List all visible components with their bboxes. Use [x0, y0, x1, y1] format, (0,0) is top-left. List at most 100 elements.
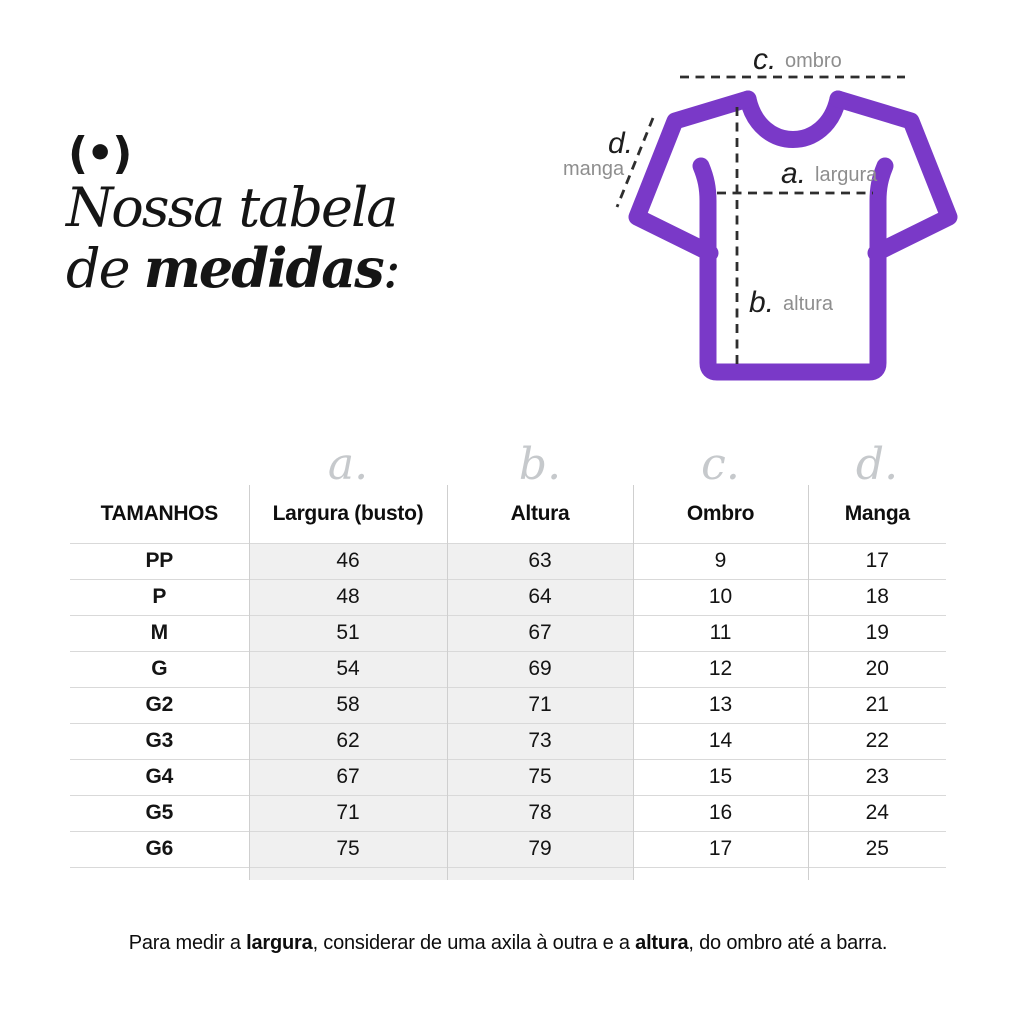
letter-header-b: b. — [518, 439, 562, 490]
footer-strip-cell — [446, 866, 633, 880]
value-cell: 13 — [632, 686, 808, 723]
letter-header-empty — [70, 443, 249, 485]
measure-word-altura: altura — [783, 293, 834, 315]
table-row-g5: G5 71 78 16 24 — [70, 794, 946, 831]
size-cell: G2 — [70, 686, 249, 723]
value-cell: 24 — [807, 794, 946, 831]
value-cell: 21 — [807, 686, 946, 723]
footnote-part3: , do ombro até a barra. — [688, 932, 888, 954]
measure-word-ombro: ombro — [785, 50, 842, 72]
value-cell: 16 — [632, 794, 808, 831]
value-cell: 78 — [446, 794, 633, 831]
table-row-g4: G4 67 75 15 23 — [70, 758, 946, 795]
tshirt-neckline — [739, 90, 847, 148]
tshirt-measurement-diagram: c. ombro d. manga a. largura b. altura — [563, 43, 958, 381]
value-cell: 23 — [807, 758, 946, 795]
value-cell: 69 — [446, 650, 633, 687]
measurement-footnote: Para medir a largura, considerar de uma … — [0, 932, 1016, 955]
brand-logo: (•) — [68, 128, 132, 179]
column-header-largura: Largura (busto) — [248, 485, 447, 543]
value-cell: 54 — [248, 650, 447, 687]
value-cell: 67 — [248, 758, 447, 795]
measure-line-manga — [615, 117, 655, 208]
title-line2-colon: : — [382, 237, 401, 300]
size-cell: G5 — [70, 794, 249, 831]
value-cell: 67 — [446, 614, 633, 651]
value-cell: 62 — [248, 722, 447, 759]
value-cell: 10 — [632, 578, 808, 615]
size-cell: M — [70, 614, 249, 651]
measure-letter-d: d. — [608, 127, 633, 160]
column-header-altura: Altura — [446, 485, 633, 543]
value-cell: 64 — [446, 578, 633, 615]
table-row-g6: G6 75 79 17 25 — [70, 830, 946, 867]
value-cell: 17 — [807, 542, 946, 579]
value-cell: 75 — [248, 830, 447, 867]
size-cell: PP — [70, 542, 249, 579]
value-cell: 71 — [248, 794, 447, 831]
footnote-part1: Para medir a — [128, 932, 247, 954]
letter-header-d: d. — [855, 439, 899, 490]
footnote-bold-altura: altura — [635, 932, 689, 954]
value-cell: 18 — [807, 578, 946, 615]
value-cell: 25 — [807, 830, 946, 867]
size-table-wrap: a. b. c. d. TAMANHOS Largura (busto) Alt… — [70, 443, 946, 880]
value-cell: 9 — [632, 542, 808, 579]
value-cell: 20 — [807, 650, 946, 687]
value-cell: 17 — [632, 830, 808, 867]
value-cell: 63 — [446, 542, 633, 579]
value-cell: 71 — [446, 686, 633, 723]
value-cell: 75 — [446, 758, 633, 795]
value-cell: 12 — [632, 650, 808, 687]
table-row-g3: G3 62 73 14 22 — [70, 722, 946, 759]
table-row-m: M 51 67 11 19 — [70, 614, 946, 651]
value-cell: 51 — [248, 614, 447, 651]
column-header-ombro: Ombro — [632, 485, 808, 543]
footnote-bold-largura: largura — [246, 932, 313, 954]
title-line2-normal: de — [66, 237, 144, 300]
measure-word-largura: largura — [815, 164, 878, 186]
footnote-part2: , considerar de uma axila à outra e a — [312, 932, 636, 954]
page-title-line2: de medidas: — [66, 236, 401, 300]
value-cell: 58 — [248, 686, 447, 723]
size-table: a. b. c. d. TAMANHOS Largura (busto) Alt… — [70, 443, 946, 880]
measure-letter-c: c. — [753, 43, 776, 76]
footer-strip-cell — [248, 866, 447, 880]
value-cell: 48 — [248, 578, 447, 615]
column-header-tamanhos: TAMANHOS — [70, 485, 249, 543]
size-cell: G3 — [70, 722, 249, 759]
size-cell: G4 — [70, 758, 249, 795]
value-cell: 11 — [632, 614, 808, 651]
table-header-row: TAMANHOS Largura (busto) Altura Ombro Ma… — [70, 485, 946, 543]
title-line2-bold: medidas — [143, 236, 385, 300]
value-cell: 15 — [632, 758, 808, 795]
value-cell: 73 — [446, 722, 633, 759]
footer-strip-cell — [70, 866, 249, 880]
footer-strip-cell — [807, 866, 946, 880]
measure-letter-a: a. — [781, 157, 806, 190]
value-cell: 46 — [248, 542, 447, 579]
value-cell: 19 — [807, 614, 946, 651]
value-cell: 14 — [632, 722, 808, 759]
tshirt-left-sleeve — [628, 90, 757, 262]
size-cell: G — [70, 650, 249, 687]
column-header-manga: Manga — [807, 485, 946, 543]
measure-letter-b: b. — [749, 286, 774, 319]
value-cell: 22 — [807, 722, 946, 759]
size-cell: G6 — [70, 830, 249, 867]
table-row-pp: PP 46 63 9 17 — [70, 542, 946, 579]
letter-header-c: c. — [701, 439, 740, 490]
page-title-line1: Nossa tabela — [66, 176, 398, 239]
tshirt-right-sleeve — [829, 90, 958, 262]
size-cell: P — [70, 578, 249, 615]
table-row-g: G 54 69 12 20 — [70, 650, 946, 687]
value-cell: 79 — [446, 830, 633, 867]
table-row-g2: G2 58 71 13 21 — [70, 686, 946, 723]
page-title: Nossa tabela de medidas: — [66, 176, 401, 300]
table-row-p: P 48 64 10 18 — [70, 578, 946, 615]
table-letters-row: a. b. c. d. — [70, 439, 946, 490]
footer-strip-cell — [632, 866, 808, 880]
letter-header-a: a. — [327, 439, 369, 490]
measure-word-manga: manga — [563, 158, 625, 180]
